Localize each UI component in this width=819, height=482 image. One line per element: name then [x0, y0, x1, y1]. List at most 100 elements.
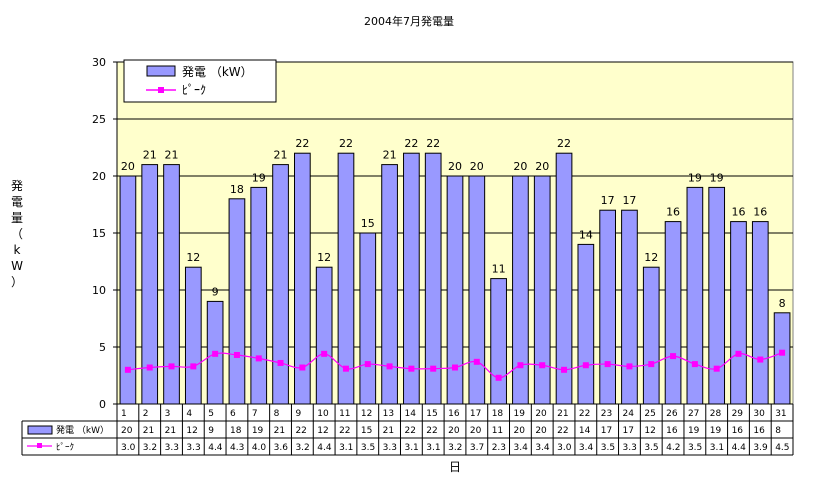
peak-point: [713, 365, 720, 372]
bar-value-label: 22: [557, 137, 571, 150]
bar-value-label: 22: [426, 137, 440, 150]
table-cell-power: 16: [666, 426, 678, 436]
legend-bar-label: 発電 （kW）: [182, 65, 253, 79]
table-cell-power: 17: [601, 426, 612, 436]
x-tick-label: 22: [579, 409, 590, 419]
peak-point: [277, 359, 284, 366]
table-cell-power: 12: [186, 426, 197, 436]
peak-point: [604, 361, 611, 368]
x-tick-label: 12: [361, 409, 372, 419]
table-cell-power: 18: [230, 426, 242, 436]
peak-point: [670, 353, 677, 360]
bar-value-label: 20: [448, 160, 462, 173]
y-tick-label: 20: [92, 170, 106, 183]
bar: [359, 232, 377, 405]
x-tick-label: 11: [339, 409, 350, 419]
peak-point: [255, 355, 262, 362]
peak-line-series: [124, 349, 786, 381]
table-cell-power: 15: [361, 426, 372, 436]
table-bar-key: [27, 425, 53, 435]
x-tick-label: 20: [535, 409, 547, 419]
table-cell-power: 12: [644, 426, 655, 436]
x-tick-label: 25: [644, 409, 655, 419]
bar: [664, 221, 682, 405]
bar: [621, 209, 638, 405]
bar-value-label: 20: [121, 160, 135, 173]
y-tick-label: 10: [92, 284, 106, 297]
table-cell-power: 20: [121, 426, 133, 436]
peak-point: [168, 363, 175, 370]
legend-bar-swatch: [146, 65, 176, 77]
x-tick-label: 30: [753, 409, 765, 419]
bar: [751, 221, 769, 405]
bar-value-label: 12: [186, 251, 200, 264]
table-cell-peak: 4.4: [317, 443, 332, 453]
bar-value-label: 15: [361, 217, 375, 230]
table-cell-power: 21: [165, 426, 176, 436]
x-tick-label: 6: [230, 409, 236, 419]
x-tick-label: 31: [775, 409, 786, 419]
bar-value-label: 21: [143, 149, 157, 162]
table-cell-peak: 2.3: [492, 443, 506, 453]
y-axis-label: 発電量（ k W）: [11, 179, 23, 289]
table-cell-peak: 3.2: [448, 443, 462, 453]
peak-point: [233, 351, 240, 358]
y-tick-label: 5: [99, 341, 106, 354]
x-tick-label: 5: [208, 409, 214, 419]
x-tick-label: 10: [317, 409, 329, 419]
bar: [250, 186, 268, 405]
table-cell-power: 19: [688, 426, 700, 436]
peak-point: [757, 356, 764, 363]
bar: [773, 312, 791, 405]
x-tick-label: 19: [514, 409, 526, 419]
peak-point: [190, 363, 197, 370]
table-cell-peak: 4.3: [230, 443, 244, 453]
bar-value-label: 14: [579, 228, 593, 241]
x-tick-label: 15: [426, 409, 437, 419]
table-cell-peak: 3.3: [623, 443, 637, 453]
x-tick-label: 1: [121, 409, 127, 419]
peak-point: [299, 364, 306, 371]
table-cell-power: 20: [448, 426, 460, 436]
table-cell-power: 12: [317, 426, 328, 436]
bar: [555, 152, 573, 405]
legend-line-label: ﾋﾟｰｸ: [182, 83, 206, 97]
legend: 発電 （kW） ﾋﾟｰｸ: [123, 59, 277, 103]
table-cell-peak: 4.4: [732, 443, 747, 453]
y-axis: 0 5 10 15 20 25 30: [92, 56, 118, 411]
peak-point: [779, 349, 786, 356]
x-tick-label: 21: [557, 409, 568, 419]
bar-value-label: 19: [252, 171, 266, 184]
bar-value-label: 20: [513, 160, 527, 173]
table-cell-peak: 4.5: [775, 443, 789, 453]
table-cell-power: 16: [753, 426, 765, 436]
bar-value-label: 9: [212, 285, 219, 298]
y-tick-label: 15: [92, 227, 106, 240]
table-row-header-power: 発電 （kW）: [56, 424, 109, 436]
bar-value-label: 21: [274, 149, 288, 162]
bar: [468, 175, 486, 405]
bar: [599, 209, 616, 405]
x-tick-label: 18: [492, 409, 504, 419]
bar-value-label: 8: [779, 297, 786, 310]
table-cell-peak: 3.5: [688, 443, 702, 453]
x-tick-label: 3: [165, 409, 171, 419]
table-cell-peak: 3.2: [143, 443, 157, 453]
peak-point: [408, 365, 415, 372]
table-cell-power: 20: [535, 426, 547, 436]
peak-point: [561, 366, 568, 373]
x-tick-label: 28: [710, 409, 722, 419]
table-cell-power: 21: [143, 426, 154, 436]
table-cell-peak: 3.4: [514, 443, 529, 453]
table-cell-power: 17: [623, 426, 634, 436]
bar: [184, 266, 202, 405]
table-cell-power: 20: [514, 426, 526, 436]
table-cell-power: 22: [404, 426, 415, 436]
x-tick-label: 23: [601, 409, 612, 419]
bar: [686, 186, 704, 405]
table-cell-power: 9: [208, 426, 214, 436]
bar-value-label: 21: [383, 149, 397, 162]
bar: [228, 198, 246, 405]
x-tick-label: 29: [732, 409, 744, 419]
y-tick-label: 25: [92, 113, 106, 126]
